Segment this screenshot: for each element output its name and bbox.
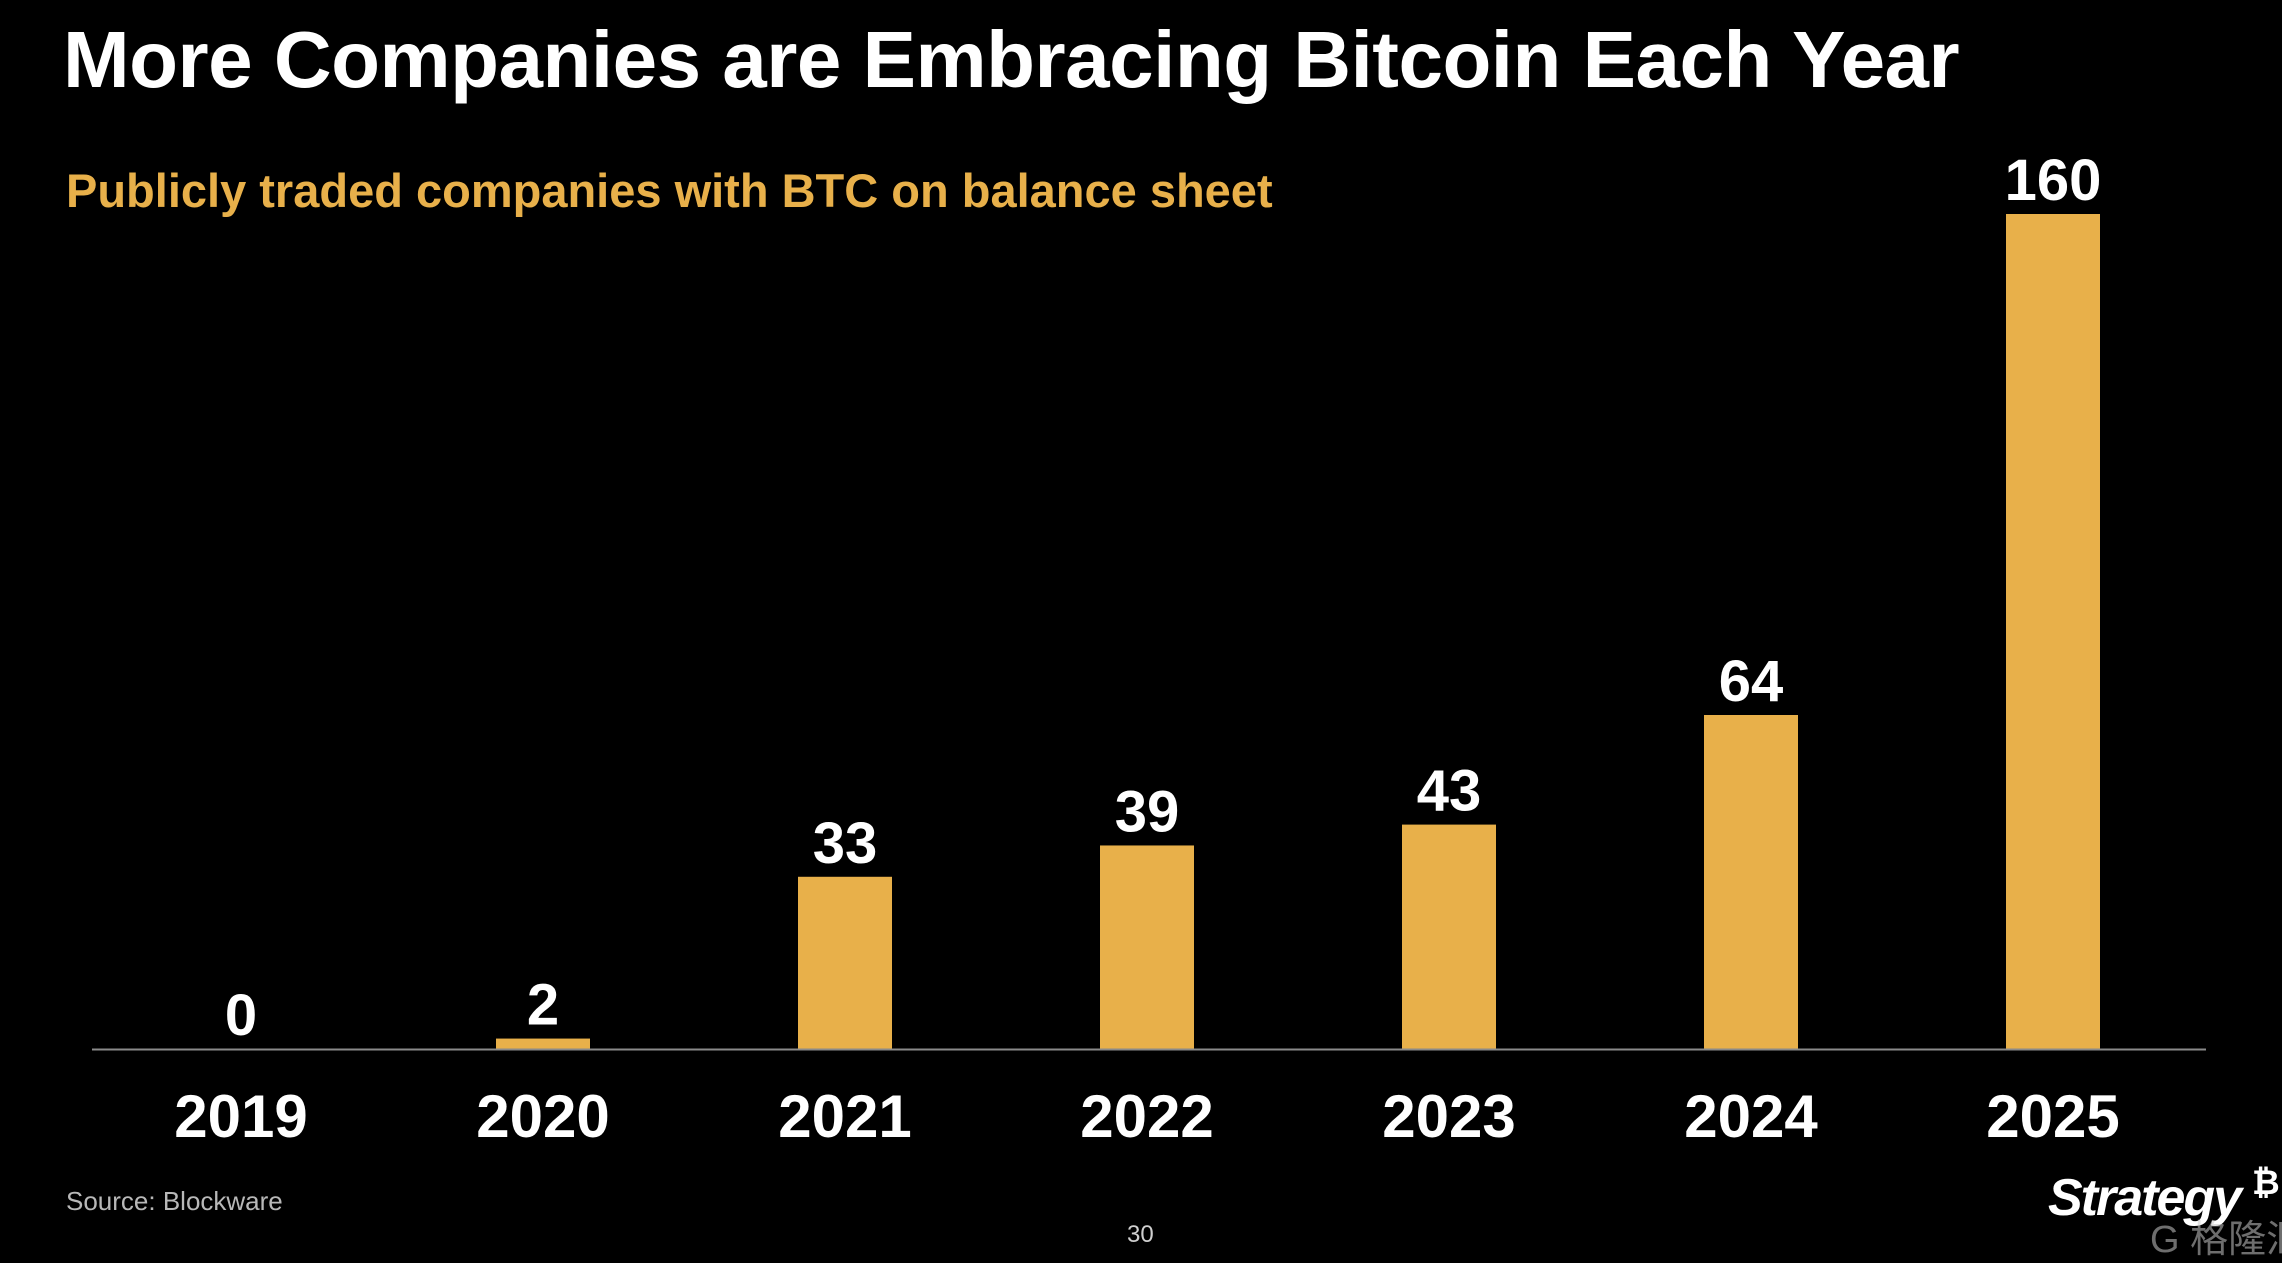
value-label-2023: 43 (1417, 759, 1482, 824)
x-tick-label-2022: 2022 (1080, 1083, 1213, 1150)
page-number: 30 (1127, 1221, 1154, 1248)
page-title: More Companies are Embracing Bitcoin Eac… (63, 15, 1960, 104)
x-tick-label-2024: 2024 (1684, 1083, 1818, 1150)
x-tick-label-2023: 2023 (1382, 1083, 1515, 1150)
value-label-2024: 64 (1719, 649, 1784, 714)
value-label-2019: 0 (225, 983, 257, 1048)
source-note: Source: Blockware (66, 1186, 283, 1216)
bar-2023 (1402, 824, 1496, 1049)
x-tick-labels-group: 2019 2020 2021 2022 2023 2024 2025 (174, 1083, 2119, 1150)
x-tick-label-2019: 2019 (174, 1083, 307, 1150)
value-label-2020: 2 (527, 973, 559, 1038)
bar-2025 (2006, 214, 2100, 1049)
value-label-2025: 160 (2005, 148, 2102, 213)
bar-2020 (496, 1038, 590, 1049)
watermark: G 格隆汇 (2150, 1219, 2282, 1261)
strategy-logo: Strategy (2048, 1169, 2242, 1227)
x-tick-label-2025: 2025 (1986, 1083, 2119, 1150)
bars-group (496, 214, 2100, 1049)
bar-2024 (1704, 715, 1798, 1049)
x-tick-label-2021: 2021 (778, 1083, 911, 1150)
chart-subtitle: Publicly traded companies with BTC on ba… (66, 164, 1273, 217)
bar-2022 (1100, 845, 1194, 1049)
bitcoin-symbol-icon: ₿ (2252, 1164, 2280, 1202)
bar-2021 (798, 876, 892, 1049)
value-label-2022: 39 (1115, 779, 1180, 844)
x-tick-label-2020: 2020 (476, 1083, 609, 1150)
value-label-2021: 33 (813, 811, 878, 876)
value-labels-group: 0 2 33 39 43 64 160 (225, 148, 2102, 1048)
